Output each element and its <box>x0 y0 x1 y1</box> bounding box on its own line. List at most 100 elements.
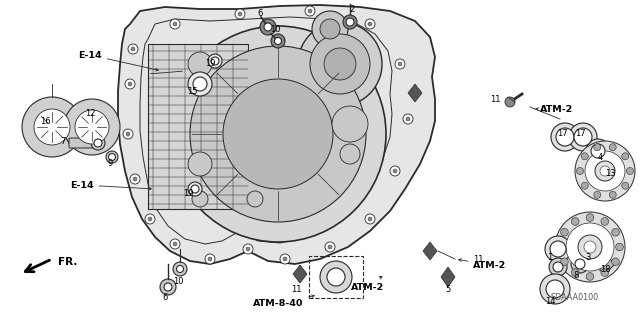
Circle shape <box>332 106 368 142</box>
Circle shape <box>621 153 628 160</box>
Circle shape <box>365 19 375 29</box>
Circle shape <box>271 34 285 48</box>
Circle shape <box>403 114 413 124</box>
Circle shape <box>600 166 610 176</box>
Circle shape <box>235 9 245 19</box>
Text: 8: 8 <box>573 271 579 279</box>
Circle shape <box>130 174 140 184</box>
Circle shape <box>569 123 597 151</box>
Circle shape <box>170 19 180 29</box>
Circle shape <box>94 139 102 147</box>
Circle shape <box>594 144 601 151</box>
Circle shape <box>327 268 345 286</box>
Circle shape <box>128 44 138 54</box>
Circle shape <box>75 110 109 144</box>
Circle shape <box>406 117 410 121</box>
Text: 19: 19 <box>183 189 193 198</box>
Circle shape <box>91 136 105 150</box>
Circle shape <box>188 152 212 176</box>
Circle shape <box>581 182 588 189</box>
Circle shape <box>398 62 402 66</box>
Circle shape <box>211 57 219 65</box>
Circle shape <box>505 97 515 107</box>
Circle shape <box>340 144 360 164</box>
Text: 10: 10 <box>173 277 183 286</box>
Text: 2: 2 <box>349 4 355 13</box>
Text: 7: 7 <box>60 137 66 145</box>
Circle shape <box>131 47 135 51</box>
Circle shape <box>595 161 615 181</box>
Text: 11: 11 <box>473 255 483 263</box>
Circle shape <box>260 19 276 35</box>
Circle shape <box>128 82 132 86</box>
Circle shape <box>365 214 375 224</box>
Circle shape <box>193 77 207 91</box>
Circle shape <box>609 191 616 198</box>
Circle shape <box>328 245 332 249</box>
Text: 17: 17 <box>557 130 567 138</box>
Circle shape <box>586 273 594 280</box>
Circle shape <box>591 144 605 158</box>
Text: 16: 16 <box>40 116 51 125</box>
Circle shape <box>173 22 177 26</box>
Circle shape <box>586 139 610 163</box>
Circle shape <box>123 129 133 139</box>
Circle shape <box>22 97 82 157</box>
Circle shape <box>188 52 212 76</box>
Circle shape <box>612 228 620 236</box>
Circle shape <box>246 247 250 251</box>
Circle shape <box>540 274 570 304</box>
Polygon shape <box>423 242 437 260</box>
Circle shape <box>368 217 372 221</box>
Circle shape <box>627 167 634 174</box>
Circle shape <box>545 236 571 262</box>
Text: 13: 13 <box>605 169 615 179</box>
Text: ATM-2: ATM-2 <box>536 105 573 114</box>
Circle shape <box>208 54 222 68</box>
Text: 3: 3 <box>586 253 591 262</box>
Text: 11: 11 <box>490 94 500 103</box>
Circle shape <box>170 26 386 242</box>
Polygon shape <box>408 84 422 102</box>
Circle shape <box>325 242 335 252</box>
Circle shape <box>566 223 614 271</box>
Circle shape <box>578 235 602 259</box>
Circle shape <box>320 261 352 293</box>
Text: 6: 6 <box>163 293 168 301</box>
Text: 4: 4 <box>597 152 603 161</box>
Circle shape <box>275 38 282 44</box>
Circle shape <box>395 59 405 69</box>
Circle shape <box>555 212 625 282</box>
Text: E-14: E-14 <box>70 181 151 190</box>
Circle shape <box>145 214 155 224</box>
Circle shape <box>586 214 594 221</box>
Circle shape <box>64 99 120 155</box>
Circle shape <box>616 243 623 251</box>
Circle shape <box>126 132 130 136</box>
Circle shape <box>581 153 588 160</box>
Circle shape <box>247 191 263 207</box>
Circle shape <box>584 241 596 253</box>
Circle shape <box>585 151 625 191</box>
FancyBboxPatch shape <box>148 44 248 209</box>
Circle shape <box>173 242 177 246</box>
Circle shape <box>298 22 382 106</box>
Text: SDAAA0100: SDAAA0100 <box>551 293 599 301</box>
Text: ATM-8-40: ATM-8-40 <box>253 295 314 308</box>
Text: E-14: E-14 <box>78 50 158 71</box>
Text: 15: 15 <box>187 86 197 95</box>
Circle shape <box>280 254 290 264</box>
Text: 5: 5 <box>445 285 451 293</box>
Circle shape <box>546 280 564 298</box>
Circle shape <box>310 34 370 94</box>
Circle shape <box>393 169 397 173</box>
Text: 9: 9 <box>108 160 113 168</box>
Circle shape <box>551 123 579 151</box>
Circle shape <box>549 258 567 276</box>
Circle shape <box>243 244 253 254</box>
Circle shape <box>594 191 601 198</box>
Text: 18: 18 <box>600 264 611 273</box>
Circle shape <box>556 128 574 146</box>
Circle shape <box>601 269 609 276</box>
Circle shape <box>320 19 340 39</box>
